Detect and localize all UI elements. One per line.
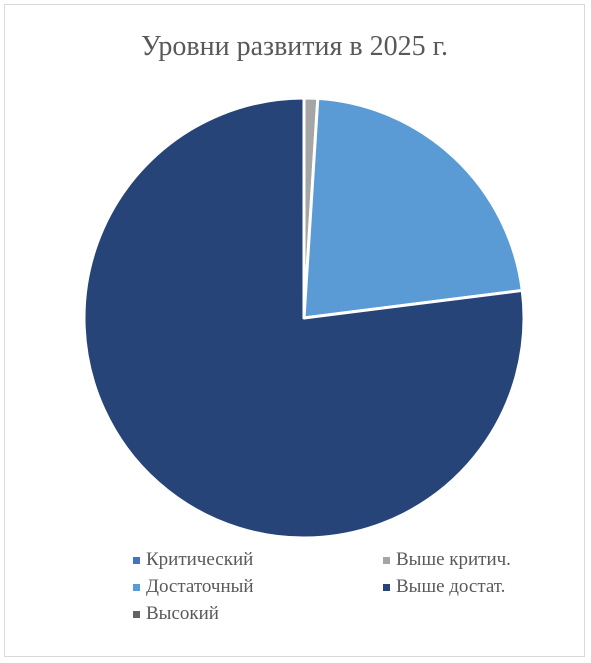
legend-label: Высокий: [146, 603, 219, 624]
legend-label: Достаточный: [146, 576, 254, 597]
legend-label: Критический: [146, 549, 254, 570]
legend-item: Выше достат.: [383, 576, 505, 598]
legend-item: Критический: [133, 549, 253, 571]
legend-item: Достаточный: [133, 576, 254, 598]
chart-frame: Уровни развития в 2025 г. Критический Выш…: [4, 4, 585, 657]
legend-swatch: [133, 556, 140, 564]
legend-item: Выше критич.: [383, 549, 511, 571]
legend-label: Выше критич.: [396, 549, 511, 570]
pie-slice-4: [82, 96, 526, 540]
legend-swatch: [383, 556, 390, 564]
pie-chart: [82, 96, 526, 540]
legend-label: Выше достат.: [396, 576, 506, 597]
legend-swatch: [133, 610, 140, 618]
legend-item: Высокий: [133, 603, 219, 625]
chart-title: Уровни развития в 2025 г.: [141, 31, 448, 62]
legend-swatch: [133, 583, 140, 591]
pie-slice-3: [302, 96, 524, 320]
legend-swatch: [383, 583, 390, 591]
